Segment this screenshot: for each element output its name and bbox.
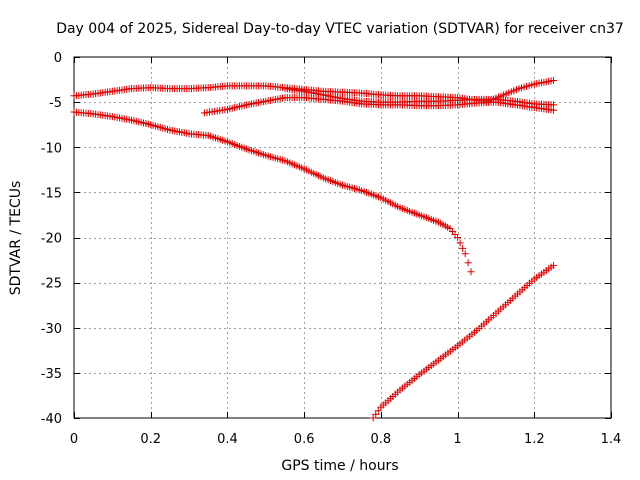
y-axis-label: SDTVAR / TECUs	[8, 181, 24, 296]
y-tick-label: -25	[41, 277, 62, 292]
x-tick-label: 0.2	[140, 432, 161, 447]
chart-title: Day 004 of 2025, Sidereal Day-to-day VTE…	[56, 21, 624, 37]
y-tick-label: -5	[49, 96, 62, 111]
x-tick-label: 0.6	[294, 432, 315, 447]
y-tick-label: -20	[41, 232, 62, 247]
y-tick-label: -40	[41, 412, 62, 427]
x-tick-label: 1	[453, 432, 461, 447]
data-point	[372, 410, 380, 418]
series-track-3	[281, 85, 557, 109]
y-tick-labels: 0 -5 -10 -15 -20 -25 -30 -35 -40	[41, 51, 62, 427]
x-axis-label: GPS time / hours	[281, 458, 398, 474]
x-tick-labels: 0 0.2 0.4 0.6 0.8 1 1.2 1.4	[70, 432, 621, 447]
series-track-4	[70, 108, 475, 276]
axis-ticks	[74, 57, 612, 419]
x-tick-label: 0.8	[371, 432, 392, 447]
y-tick-label: 0	[54, 51, 62, 66]
data-point	[549, 261, 557, 269]
data-point	[464, 259, 472, 267]
y-tick-label: -35	[41, 367, 62, 382]
series-track-1	[70, 76, 557, 105]
plot-frame	[73, 56, 612, 419]
data-point	[454, 234, 462, 241]
data-point	[374, 407, 382, 415]
data-point	[459, 244, 467, 252]
data-points	[70, 76, 557, 422]
data-point	[461, 250, 469, 258]
y-tick-label: -15	[41, 186, 62, 201]
x-tick-label: 0.4	[217, 432, 238, 447]
series-track-5	[369, 261, 557, 422]
x-tick-label: 1.2	[524, 432, 545, 447]
x-tick-label: 1.4	[601, 432, 622, 447]
grid-lines	[74, 57, 611, 418]
y-tick-label: -10	[41, 141, 62, 156]
y-tick-label: -30	[41, 322, 62, 337]
data-point	[549, 101, 557, 109]
x-tick-label: 0	[70, 432, 78, 447]
data-point	[549, 76, 557, 84]
data-point	[369, 414, 377, 422]
data-point	[467, 268, 475, 276]
data-point	[456, 239, 464, 247]
